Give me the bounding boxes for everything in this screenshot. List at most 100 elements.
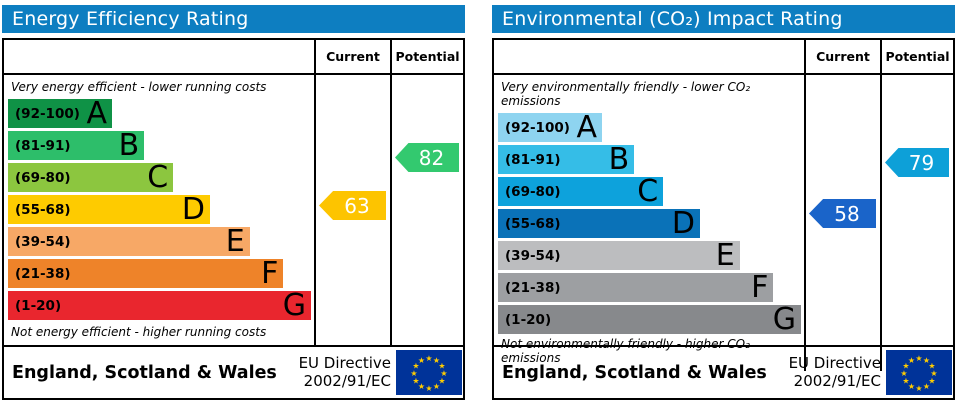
current-column: 63 [314, 75, 390, 345]
svg-text:★: ★ [923, 356, 930, 365]
potential-column: 79 [880, 75, 953, 371]
band-letter: F [751, 270, 769, 305]
band-range: (92-100) [15, 105, 80, 122]
band-letter: C [147, 160, 169, 195]
band-f: (21-38) F [498, 270, 774, 305]
potential-rating-value: 79 [908, 150, 935, 175]
band-b: (81-91) B [498, 142, 635, 177]
band-letter: B [118, 128, 140, 163]
band-g: (1-20) G [8, 288, 311, 323]
svg-text:★: ★ [418, 356, 425, 365]
band-range: (39-54) [505, 247, 561, 264]
band-range: (81-91) [505, 151, 561, 168]
svg-text:★: ★ [425, 384, 432, 393]
band-range: (21-38) [15, 265, 71, 282]
co2-title-bar: Environmental (CO₂) Impact Rating [492, 5, 955, 33]
band-range: (1-20) [505, 311, 552, 328]
current-rating-value: 63 [344, 193, 370, 218]
band-range: (92-100) [505, 119, 570, 136]
band-letter: B [608, 142, 630, 177]
co2-bands-area: Very environmentally friendly - lower CO… [494, 75, 804, 371]
band-row: (21-38) F [494, 270, 804, 305]
current-rating-arrow: 58 [809, 199, 876, 228]
svg-text:★: ★ [425, 354, 432, 363]
band-f: (21-38) F [8, 256, 284, 291]
band-c: (69-80) C [498, 174, 664, 209]
band-b: (81-91) B [8, 128, 145, 163]
band-letter: D [181, 192, 205, 227]
top-note: Very energy efficient - lower running co… [11, 80, 267, 94]
band-d: (55-68) D [8, 192, 210, 227]
current-column-header: Current [314, 40, 390, 75]
band-letter: D [671, 206, 695, 241]
svg-text:★: ★ [418, 382, 425, 391]
band-row: (55-68) D [494, 206, 804, 241]
energy-bands-area: Very energy efficient - lower running co… [4, 75, 314, 345]
bottom-note: Not environmentally friendly - higher CO… [501, 337, 750, 365]
band-e: (39-54) E [8, 224, 250, 259]
band-range: (55-68) [15, 201, 71, 218]
potential-column-header: Potential [390, 40, 463, 75]
region-label: England, Scotland & Wales [502, 362, 767, 383]
band-range: (81-91) [15, 137, 71, 154]
band-range: (55-68) [505, 215, 561, 232]
co2-impact-panel: Environmental (CO₂) Impact Rating Curren… [492, 5, 955, 400]
band-g: (1-20) G [498, 305, 801, 335]
eu-directive-label: EU Directive 2002/91/EC [788, 353, 886, 390]
energy-efficiency-panel: Energy Efficiency Rating Current Potenti… [2, 5, 465, 400]
svg-text:★: ★ [923, 382, 930, 391]
band-letter: E [225, 224, 245, 259]
chart-corner-cell [494, 40, 804, 75]
eu-flag-icon: ★ ★★★★★★★★★★★ [886, 350, 952, 395]
current-rating-arrow: 63 [319, 191, 386, 220]
energy-rating-chart: Current Potential Very energy efficient … [2, 38, 465, 347]
energy-title-bar: Energy Efficiency Rating [2, 5, 465, 33]
energy-panel-title: Energy Efficiency Rating [12, 8, 249, 30]
eu-directive-label: EU Directive 2002/91/EC [298, 353, 396, 390]
band-row: (92-100) A [4, 99, 314, 129]
svg-text:★: ★ [902, 377, 909, 386]
band-row: (39-54) E [4, 224, 314, 259]
top-note: Very environmentally friendly - lower CO… [501, 80, 751, 108]
energy-panel-footer: England, Scotland & Wales EU Directive 2… [2, 345, 465, 400]
band-c: (69-80) C [8, 160, 174, 195]
svg-text:★: ★ [412, 377, 419, 386]
eu-flag-icon: ★ ★★★★★★★★★★★ [396, 350, 462, 395]
current-rating-value: 58 [834, 201, 860, 226]
co2-rating-chart: Current Potential Very environmentally f… [492, 38, 955, 371]
svg-text:★: ★ [928, 377, 935, 386]
chart-corner-cell [4, 40, 314, 75]
band-row: (1-20) G [494, 305, 804, 335]
band-row: (1-20) G [4, 288, 314, 323]
band-letter: G [282, 288, 306, 323]
potential-rating-arrow: 82 [395, 143, 459, 172]
current-column: 58 [804, 75, 880, 371]
band-range: (69-80) [505, 183, 561, 200]
band-a: (92-100) A [8, 99, 113, 129]
band-range: (39-54) [15, 233, 71, 250]
band-row: (39-54) E [494, 238, 804, 273]
band-row: (69-80) C [494, 174, 804, 209]
band-row: (92-100) A [494, 113, 804, 143]
svg-text:★: ★ [908, 382, 915, 391]
band-row: (81-91) B [494, 142, 804, 177]
band-a: (92-100) A [498, 113, 603, 143]
band-range: (69-80) [15, 169, 71, 186]
eu-directive-line1: EU Directive [788, 353, 881, 372]
eu-directive-line1: EU Directive [298, 353, 391, 372]
svg-text:★: ★ [412, 362, 419, 371]
svg-text:★: ★ [440, 369, 447, 378]
band-letter: E [715, 238, 735, 273]
band-letter: C [637, 174, 659, 209]
svg-text:★: ★ [928, 362, 935, 371]
potential-column: 82 [390, 75, 463, 345]
svg-text:★: ★ [915, 384, 922, 393]
current-column-header: Current [804, 40, 880, 75]
svg-text:★: ★ [438, 362, 445, 371]
band-letter: F [261, 256, 279, 291]
band-row: (81-91) B [4, 128, 314, 163]
eu-directive-line2: 2002/91/EC [303, 371, 391, 390]
band-row: (55-68) D [4, 192, 314, 227]
svg-text:★: ★ [915, 354, 922, 363]
svg-text:★: ★ [902, 362, 909, 371]
